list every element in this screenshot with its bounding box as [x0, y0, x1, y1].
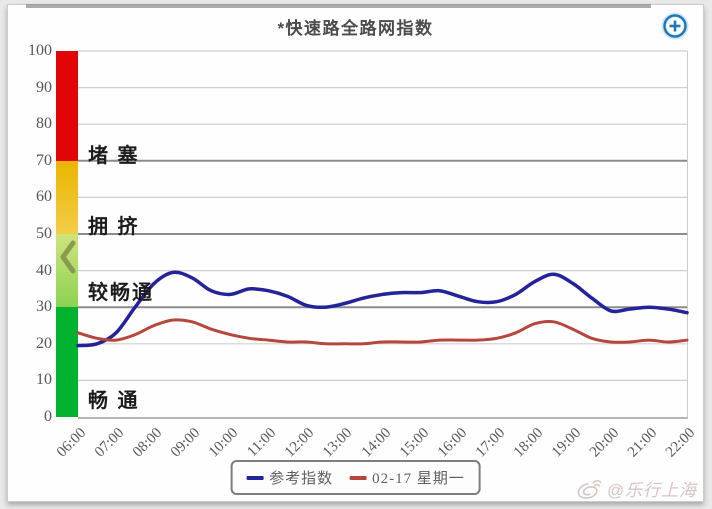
weibo-logo-icon [577, 479, 602, 499]
y-tick-label-0: 0 [44, 408, 52, 425]
watermark-text: @乐行上海 [606, 481, 697, 500]
y-tick-label-20: 20 [36, 334, 52, 352]
band-label-3: 畅 通 [88, 389, 140, 412]
series-line-1 [76, 318, 689, 346]
y-tick-label-90: 90 [36, 78, 52, 96]
y-tick-label-40: 40 [36, 261, 52, 279]
chevron-left-icon [60, 240, 76, 274]
band-label-2: 较畅通 [88, 281, 154, 304]
chart-legend: 参考指数 02-17 星期一 [230, 460, 481, 495]
plot-area [76, 50, 689, 419]
level-colorbar [56, 51, 78, 417]
plus-circle-icon [661, 12, 689, 40]
zoom-in-button[interactable] [661, 12, 689, 40]
y-tick-label-80: 80 [36, 115, 52, 133]
chart-panel: *快速路全路网指数 0 10 20 30 40 50 60 70 80 90 100 堵 塞拥 挤较… [7, 4, 704, 502]
series-line-0 [76, 270, 689, 348]
y-tick-label-50: 50 [36, 225, 52, 242]
y-tick-label-70: 70 [36, 151, 52, 169]
y-tick-label-30: 30 [36, 298, 52, 316]
band-label-1: 拥 挤 [88, 216, 140, 239]
y-tick-label-60: 60 [36, 188, 52, 206]
watermark: @乐行上海 [577, 476, 697, 501]
page-title: *快速路全路网指数 [277, 19, 434, 38]
band-label-0: 堵 塞 [88, 144, 140, 167]
legend-item-date-series[interactable]: 02-17 星期一 [349, 467, 465, 488]
legend-dash-blue [246, 475, 264, 480]
legend-item-reference-index[interactable]: 参考指数 [246, 467, 333, 488]
y-tick-label-100: 100 [28, 42, 52, 59]
legend-dash-red [349, 475, 367, 480]
line-chart [76, 50, 689, 381]
window-top-edge [26, 4, 651, 8]
legend-label: 02-17 星期一 [372, 471, 465, 487]
y-tick-label-10: 10 [36, 371, 52, 389]
legend-label: 参考指数 [269, 471, 334, 487]
